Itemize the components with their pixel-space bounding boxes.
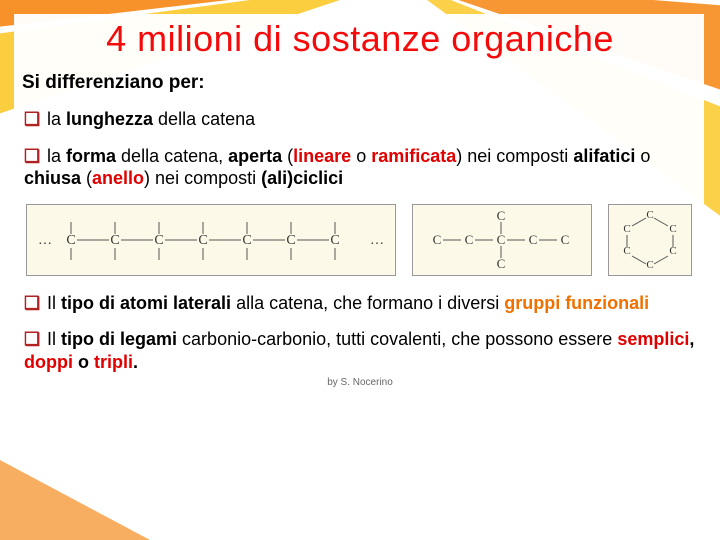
slide-title: 4 milioni di sostanze organiche — [22, 18, 698, 60]
bullet-lunghezza: ❑ la lunghezza della catena — [22, 108, 698, 131]
svg-text:C: C — [497, 208, 506, 223]
slide-content: 4 milioni di sostanze organiche Si diffe… — [0, 0, 720, 540]
svg-text:C: C — [433, 232, 442, 247]
svg-text:C: C — [497, 232, 506, 247]
svg-text:C: C — [286, 233, 295, 248]
intro-text: Si differenziano per: — [22, 72, 698, 94]
svg-text:C: C — [154, 233, 163, 248]
bullet-forma: ❑ la forma della catena, aperta (lineare… — [22, 145, 698, 190]
svg-text:C: C — [330, 233, 339, 248]
svg-text:C: C — [66, 233, 75, 248]
svg-text:C: C — [646, 259, 653, 271]
svg-text:…: … — [370, 233, 384, 248]
diagram-branched-chain: C C C C C C C — [412, 204, 592, 276]
footer-credit: by S. Nocerino — [22, 377, 698, 388]
bullet-marker: ❑ — [24, 292, 42, 315]
svg-text:C: C — [497, 256, 506, 271]
bullet-marker: ❑ — [24, 145, 42, 168]
svg-text:C: C — [561, 232, 570, 247]
svg-text:C: C — [110, 233, 119, 248]
bullet-atomi-laterali: ❑ Il tipo di atomi laterali alla catena,… — [22, 292, 698, 315]
bullet-legami: ❑ Il tipo di legami carbonio-carbonio, t… — [22, 328, 698, 373]
svg-text:C: C — [669, 223, 676, 235]
svg-text:C: C — [198, 233, 207, 248]
bullet-marker: ❑ — [24, 328, 42, 351]
svg-text:C: C — [465, 232, 474, 247]
svg-text:C: C — [242, 233, 251, 248]
svg-text:C: C — [529, 232, 538, 247]
diagram-ring: C C C C C C — [608, 204, 692, 276]
bullet-marker: ❑ — [24, 108, 42, 131]
diagram-linear-chain: … CCCCCCC … {"start":40,"step":44,"n":7,… — [26, 204, 396, 276]
svg-text:C: C — [623, 223, 630, 235]
diagram-row: … CCCCCCC … {"start":40,"step":44,"n":7,… — [22, 204, 698, 276]
svg-text:…: … — [38, 233, 52, 248]
svg-text:C: C — [646, 209, 653, 221]
